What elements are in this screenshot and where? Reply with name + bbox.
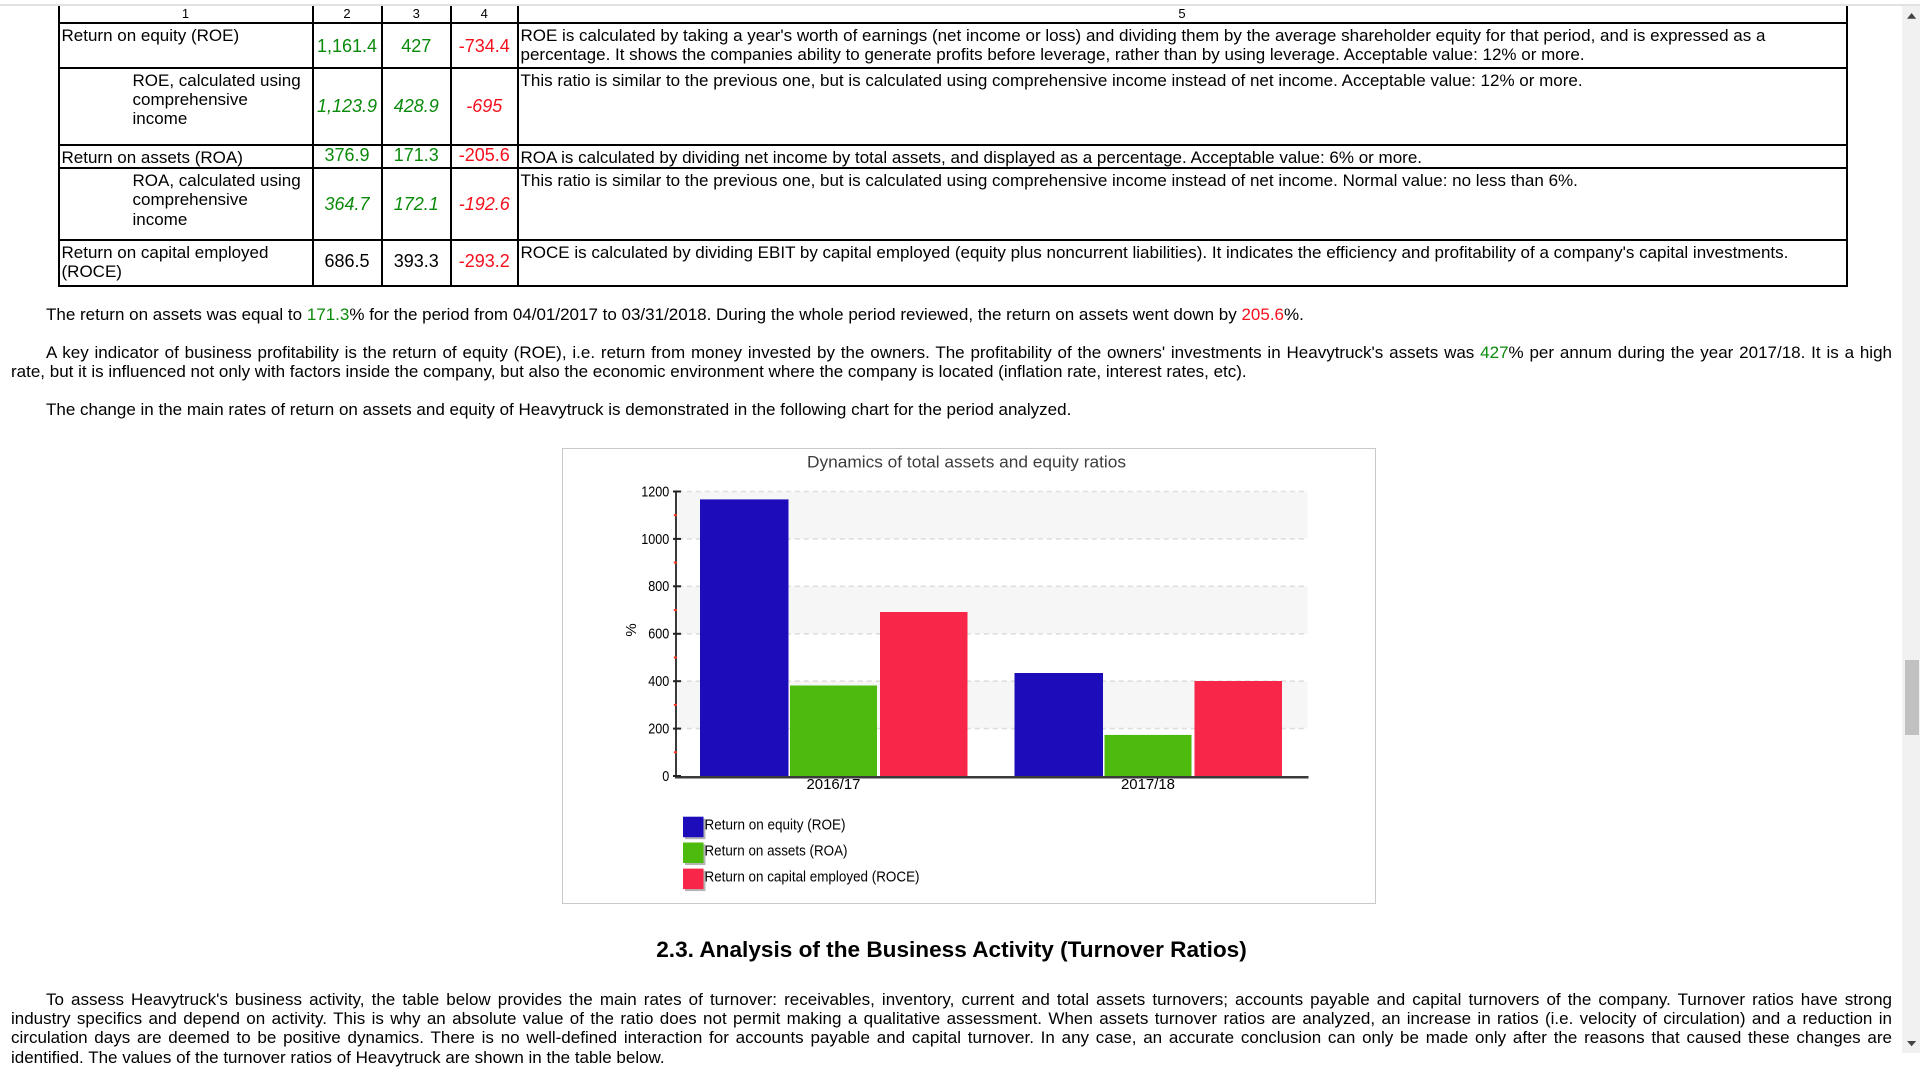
svg-text:200: 200 (648, 720, 669, 737)
svg-text:Return on capital employed (RO: Return on capital employed (ROCE) (704, 868, 919, 885)
svg-text:2017/18: 2017/18 (1121, 775, 1175, 792)
svg-text:%: % (622, 623, 639, 636)
svg-text:Return on assets (ROA): Return on assets (ROA) (704, 842, 847, 859)
svg-text:0: 0 (662, 767, 669, 784)
svg-text:400: 400 (648, 673, 669, 690)
svg-text:2016/17: 2016/17 (806, 775, 860, 792)
svg-text:600: 600 (648, 625, 669, 642)
svg-text:Return on equity (ROE): Return on equity (ROE) (704, 816, 845, 833)
svg-text:800: 800 (648, 578, 669, 595)
svg-text:1000: 1000 (641, 530, 669, 547)
svg-text:Dynamics of total assets and e: Dynamics of total assets and equity rati… (807, 453, 1126, 471)
svg-text:1200: 1200 (641, 483, 669, 500)
